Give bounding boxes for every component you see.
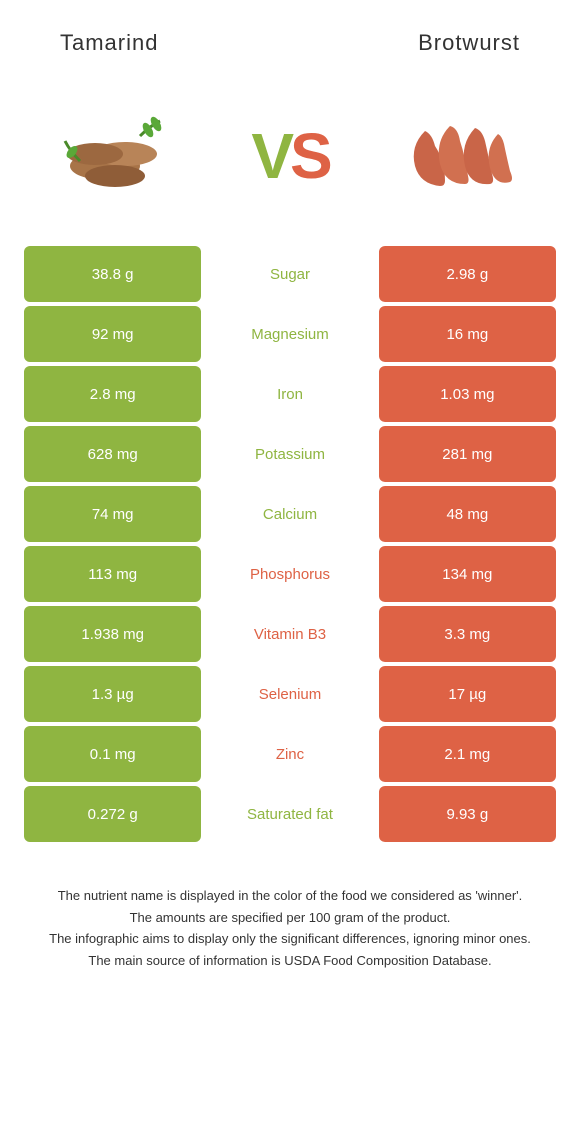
right-value: 2.98 g [379,246,556,302]
vs-v: V [251,124,290,188]
right-food-title: Brotwurst [418,30,520,56]
right-value: 48 mg [379,486,556,542]
left-value: 92 mg [24,306,201,362]
nutrient-label: Phosphorus [201,546,378,602]
nutrient-label: Vitamin B3 [201,606,378,662]
left-value: 113 mg [24,546,201,602]
left-value: 628 mg [24,426,201,482]
tamarind-image [50,106,190,206]
table-row: 1.3 µgSelenium17 µg [24,666,556,722]
right-value: 1.03 mg [379,366,556,422]
left-value: 1.3 µg [24,666,201,722]
table-row: 628 mgPotassium281 mg [24,426,556,482]
table-row: 1.938 mgVitamin B33.3 mg [24,606,556,662]
nutrient-label: Sugar [201,246,378,302]
footnote-line: The infographic aims to display only the… [40,929,540,949]
table-row: 0.272 gSaturated fat9.93 g [24,786,556,842]
left-value: 0.1 mg [24,726,201,782]
left-food-title: Tamarind [60,30,158,56]
vs-label: VS [251,124,328,188]
nutrient-label: Selenium [201,666,378,722]
footnote-line: The amounts are specified per 100 gram o… [40,908,540,928]
nutrient-table: 38.8 gSugar2.98 g92 mgMagnesium16 mg2.8 … [20,246,560,842]
right-value: 281 mg [379,426,556,482]
vs-s: S [290,124,329,188]
right-value: 9.93 g [379,786,556,842]
footnote-line: The main source of information is USDA F… [40,951,540,971]
nutrient-label: Saturated fat [201,786,378,842]
right-value: 3.3 mg [379,606,556,662]
nutrient-label: Calcium [201,486,378,542]
left-value: 0.272 g [24,786,201,842]
nutrient-label: Iron [201,366,378,422]
right-value: 16 mg [379,306,556,362]
table-row: 38.8 gSugar2.98 g [24,246,556,302]
title-row: Tamarind Brotwurst [20,20,560,86]
left-value: 74 mg [24,486,201,542]
nutrient-label: Magnesium [201,306,378,362]
footnote-line: The nutrient name is displayed in the co… [40,886,540,906]
footnotes: The nutrient name is displayed in the co… [20,846,560,970]
left-value: 38.8 g [24,246,201,302]
nutrient-label: Zinc [201,726,378,782]
table-row: 2.8 mgIron1.03 mg [24,366,556,422]
brotwurst-image [390,106,530,206]
table-row: 92 mgMagnesium16 mg [24,306,556,362]
table-row: 113 mgPhosphorus134 mg [24,546,556,602]
right-value: 17 µg [379,666,556,722]
right-value: 2.1 mg [379,726,556,782]
hero-row: VS [20,86,560,246]
right-value: 134 mg [379,546,556,602]
left-value: 2.8 mg [24,366,201,422]
nutrient-label: Potassium [201,426,378,482]
left-value: 1.938 mg [24,606,201,662]
table-row: 74 mgCalcium48 mg [24,486,556,542]
table-row: 0.1 mgZinc2.1 mg [24,726,556,782]
